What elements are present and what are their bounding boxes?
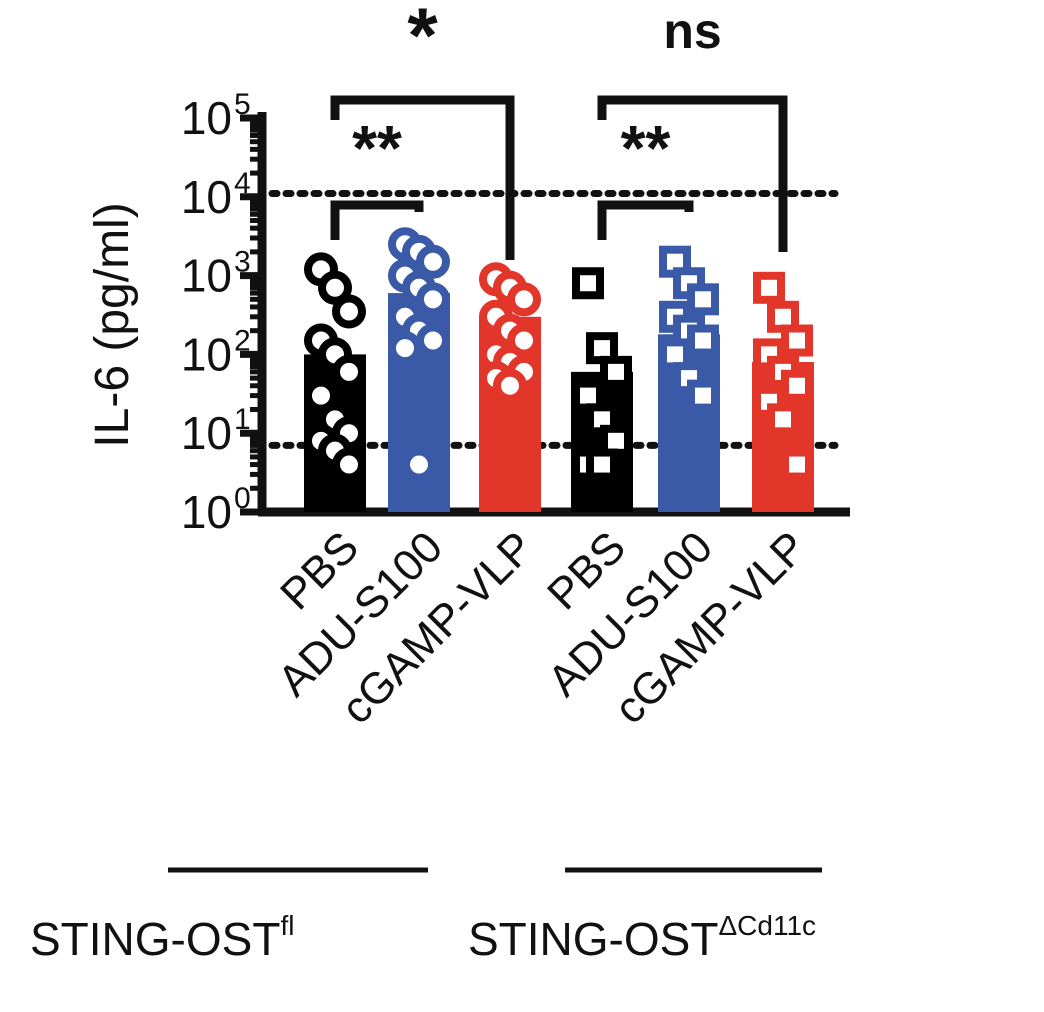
y-tick-exponent: 1: [234, 403, 251, 436]
points-group: [304, 227, 813, 482]
data-point-circle: [507, 282, 541, 317]
data-point-circle: [332, 354, 366, 389]
data-point-circle: [332, 294, 366, 329]
significance-label: **: [621, 112, 671, 184]
significance-bracket: [330, 95, 515, 260]
data-point-circle: [493, 368, 527, 403]
y-tick-exponent: 5: [234, 88, 251, 121]
y-tick-label: 10: [181, 171, 232, 223]
significance-label: *: [407, 0, 438, 79]
data-point-circle: [416, 323, 450, 358]
data-point-square: [781, 369, 813, 402]
data-point-circle: [416, 282, 450, 317]
y-tick-label: 10: [181, 328, 232, 380]
data-point-circle: [402, 447, 436, 482]
group-label: STING-OSTfl: [30, 910, 294, 965]
y-tick-exponent: 3: [234, 246, 251, 279]
data-point-square: [753, 271, 785, 304]
data-point-circle: [388, 331, 422, 366]
data-point-square: [600, 355, 632, 388]
y-tick-label: 10: [181, 250, 232, 302]
significance-bracket: [597, 95, 788, 252]
data-point-square: [767, 403, 799, 436]
y-tick-label: 10: [181, 407, 232, 459]
data-point-square: [586, 448, 618, 481]
y-tick-label: 10: [181, 486, 232, 538]
y-tick-exponent: 4: [234, 167, 251, 200]
significance-label: **: [352, 112, 402, 184]
reference-lines-group: [268, 190, 839, 449]
y-tick-label: 10: [181, 92, 232, 144]
significance-bracket: [330, 200, 424, 240]
group-label: STING-OSTΔCd11c: [468, 910, 816, 965]
significance-label: ns: [663, 3, 721, 59]
data-point-circle: [318, 270, 352, 305]
y-axis-title: IL-6 (pg/ml): [86, 202, 139, 447]
data-point-square: [572, 267, 604, 300]
data-point-square: [687, 324, 719, 357]
data-point-circle: [304, 378, 338, 413]
data-point-circle: [416, 244, 450, 279]
significance-group: *****ns: [330, 0, 788, 260]
data-point-square: [687, 379, 719, 412]
bars-group: [304, 293, 814, 512]
y-tick-exponent: 2: [234, 324, 251, 357]
data-point-square: [781, 448, 813, 481]
group-labels-group: STING-OSTfl STING-OSTΔCd11c: [30, 867, 822, 965]
data-point-square: [781, 324, 813, 357]
data-point-square: [687, 283, 719, 316]
y-tick-exponent: 0: [234, 482, 251, 515]
significance-bracket: [597, 200, 694, 240]
data-point-circle: [332, 447, 366, 482]
